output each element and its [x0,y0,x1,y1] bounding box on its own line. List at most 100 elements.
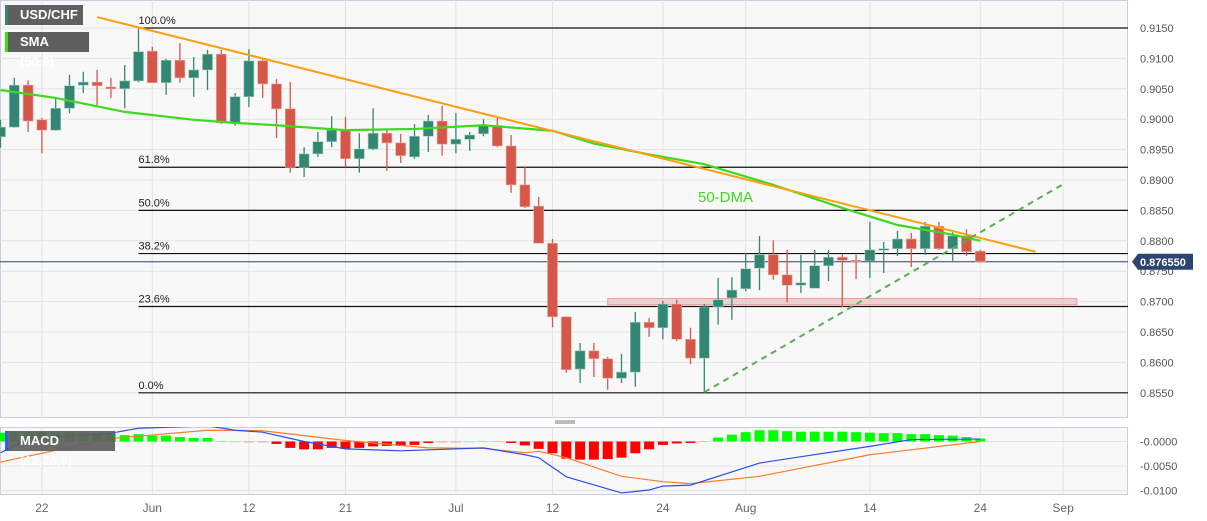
candle-body [629,321,641,373]
sma-50-line [0,88,981,242]
sma-legend[interactable]: SMA (50,0) [5,32,89,69]
candle [64,74,75,114]
macd-histogram-bar [892,433,903,442]
symbol-legend[interactable]: USD/CHF [5,5,83,25]
candle [698,304,710,393]
candle-body [105,86,117,90]
macd-histogram-bar [975,438,986,442]
candle-body [147,50,158,84]
resistance-trendline [96,16,1036,253]
macd-histogram-bar [354,441,365,448]
candle [22,80,34,132]
candle [436,105,448,156]
candle-body [174,59,186,79]
candle-body [533,205,545,244]
candle [284,82,296,173]
candle-body [229,96,241,124]
macd-histogram-bar [368,441,379,447]
macd-histogram-bar [312,441,323,450]
candle [892,231,903,256]
candle-body [905,238,917,250]
macd-tick-label: -0.0000 [1140,437,1177,449]
candle-body [464,134,476,140]
macd-histogram-bar [423,441,434,443]
candle [878,242,890,274]
candle-body [36,119,48,131]
candle-body [353,148,365,160]
candle [919,221,931,255]
candle-body [381,132,393,144]
macd-tick-label: -0.0050 [1140,461,1177,473]
macd-histogram-bar [768,430,779,442]
macd-histogram-bar [795,431,806,442]
candle-body [326,129,338,142]
candle [505,135,517,193]
candle [823,249,834,281]
date-tick-label: Jun [143,501,162,515]
panel-resize-handle[interactable] [555,420,575,424]
macd-histogram-bar [464,441,475,443]
date-tick-label: 14 [863,501,877,515]
candle [836,254,848,308]
candle [216,49,227,125]
candle [119,65,130,109]
macd-histogram-bar [671,441,682,444]
candle [767,240,779,280]
candle [229,93,241,126]
macd-legend[interactable]: MACD (12,26,9) [5,431,115,468]
macd-histogram-bar [726,434,737,442]
fibonacci-level-label: 50.0% [139,197,170,209]
macd-histogram-bar [133,434,144,442]
candle-body [754,254,765,269]
macd-histogram-bar [519,441,530,446]
macd-histogram-bar [0,432,6,442]
candle [560,316,572,373]
candle [91,69,103,106]
chart-overlays-front [0,16,1064,394]
candle [643,318,655,337]
date-tick-label: 24 [974,501,988,515]
candle-body [616,371,627,379]
candle-body [809,265,821,289]
fibonacci-level-label: 0.0% [139,380,164,392]
macd-histogram-bar [699,441,710,443]
price-tick-label: 0.9100 [1140,53,1174,65]
candle-body [933,225,945,250]
candle-body [657,303,669,329]
macd-histogram-bar [906,434,917,442]
macd-histogram-bar [161,435,172,442]
macd-histogram-bar [395,441,406,446]
candle-body [850,259,862,263]
macd-histogram-bar [533,441,544,449]
macd-series [0,427,986,494]
macd-histogram-bar [575,441,586,460]
candle [243,49,255,108]
candle-body [602,358,614,379]
candle-body [781,274,793,286]
candle-body [9,84,20,128]
candle-body [50,107,62,131]
candle-body [160,59,172,84]
candle [188,57,199,97]
macd-histogram-bar [285,441,296,448]
macd-histogram-bar [147,435,158,442]
candle-body [202,53,213,71]
macd-histogram-bar [740,432,751,442]
candle-body [712,299,724,308]
candle-body [836,256,848,261]
candle-body [961,235,972,253]
candle [133,28,144,83]
candle [629,311,641,387]
candle-body [560,316,572,370]
candle-body [643,321,655,329]
candle [850,254,862,280]
candle-body [671,303,683,340]
macd-histogram-bar [506,441,517,443]
macd-histogram-bar [340,441,351,449]
date-tick-label: 12 [242,501,256,515]
candle-body [919,225,931,250]
candle-body [284,108,296,168]
candle [905,232,917,267]
date-tick-label: 24 [656,501,670,515]
